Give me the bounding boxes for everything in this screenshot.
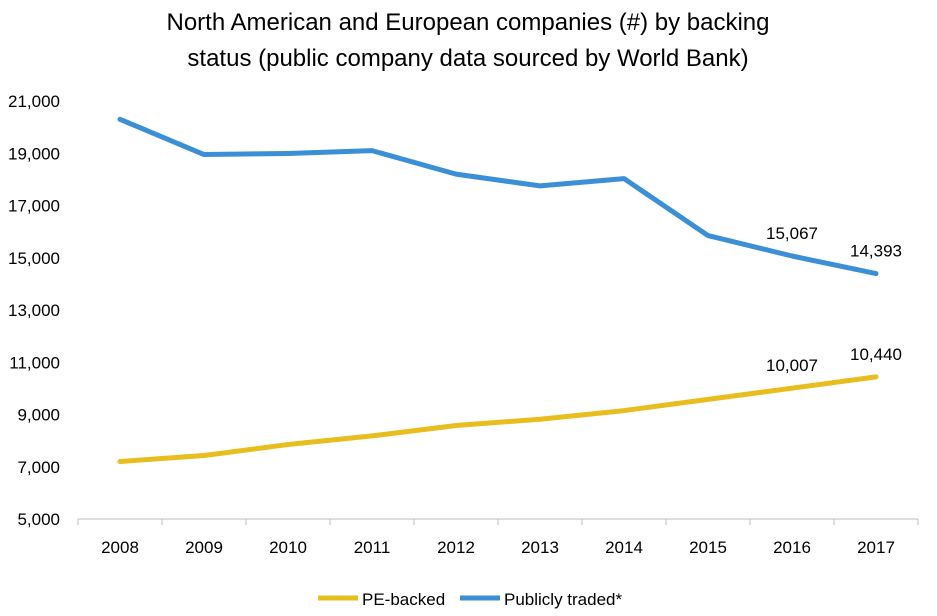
y-tick-label: 5,000 xyxy=(17,510,60,529)
series-line-pe-backed xyxy=(117,374,879,465)
y-tick-label: 19,000 xyxy=(8,144,60,163)
y-tick-label: 21,000 xyxy=(8,92,60,111)
chart-title-line-1: North American and European companies (#… xyxy=(167,9,770,36)
data-label: 10,007 xyxy=(766,356,818,375)
x-tick-label: 2011 xyxy=(354,538,391,557)
x-tick-label: 2015 xyxy=(689,538,727,557)
data-labels: 15,067 14,393 10,007 10,440 xyxy=(766,224,902,375)
y-tick-label: 7,000 xyxy=(17,458,60,477)
data-label: 15,067 xyxy=(766,224,818,243)
y-tick-label: 17,000 xyxy=(8,197,60,216)
x-tick-label: 2013 xyxy=(521,538,559,557)
y-tick-label: 11,000 xyxy=(9,353,60,372)
data-label: 10,440 xyxy=(850,345,902,364)
x-tick-label: 2012 xyxy=(437,538,475,557)
x-tick-label: 2008 xyxy=(101,538,139,557)
y-tick-label: 9,000 xyxy=(17,406,60,425)
legend: PE-backed Publicly traded* xyxy=(318,590,623,609)
y-tick-label: 15,000 xyxy=(8,249,60,268)
x-axis: 2008 2009 2010 2011 2012 2013 2014 2015 2016 2017 xyxy=(77,518,919,557)
x-tick-label: 2016 xyxy=(773,538,811,557)
x-tick-label: 2014 xyxy=(605,538,643,557)
legend-label-pe-backed: PE-backed xyxy=(362,590,445,609)
y-tick-label: 13,000 xyxy=(8,301,60,320)
series-layer xyxy=(117,116,879,465)
legend-label-publicly-traded: Publicly traded* xyxy=(504,590,623,609)
x-tick-label: 2017 xyxy=(857,538,895,557)
series-line-publicly-traded xyxy=(117,116,879,277)
chart-title-line-2: status (public company data sourced by W… xyxy=(187,45,748,72)
x-tick-label: 2009 xyxy=(185,538,223,557)
data-label: 14,393 xyxy=(850,242,902,261)
x-tick-label: 2010 xyxy=(269,538,307,557)
y-axis: 5,000 7,000 9,000 11,000 13,000 15,000 17,000 1… xyxy=(8,92,60,529)
